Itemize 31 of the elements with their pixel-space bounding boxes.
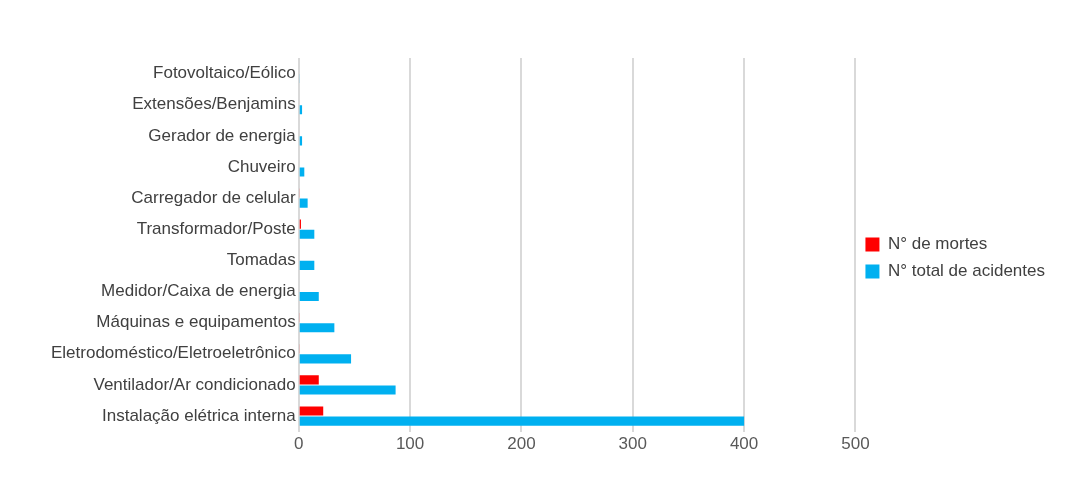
y-tick-label: Extensões/Benjamins [132,94,296,114]
bar [299,292,319,302]
x-tick-label: 300 [618,434,647,454]
y-tick-label: Carregador de celular [131,187,297,207]
bar [299,167,305,177]
y-tick-label: Ventilador/Ar condicionado [93,374,296,394]
y-tick-label: Fotovoltaico/Eólico [153,63,296,83]
x-tick-label: 0 [294,434,304,454]
x-tick-label: 200 [507,434,536,454]
legend-label: N° total de acidentes [887,261,1045,281]
y-tick-label: Chuveiro [227,156,296,176]
x-tick-label: 500 [841,434,870,454]
legend-label: N° de mortes [887,234,988,254]
bar [299,229,315,239]
y-tick-label: Transformador/Poste [136,218,296,238]
y-tick-label: Instalação elétrica interna [102,405,297,425]
bar [299,198,308,208]
y-tick-label: Eletrodoméstico/Eletroeletrônico [51,343,296,363]
bar [299,406,324,416]
bar [299,375,319,385]
x-tick-label: 400 [729,434,759,454]
x-tick-label: 100 [395,434,425,454]
y-tick-label: Medidor/Caixa de energia [101,281,297,301]
y-tick-label: Tomadas [226,250,296,270]
y-tick-label: Máquinas e equipamentos [96,312,296,332]
y-tick-label: Gerador de energia [148,125,297,145]
bar [299,354,352,364]
bar [299,385,396,395]
bar [299,260,315,270]
bar [299,323,335,333]
bar [299,416,745,426]
